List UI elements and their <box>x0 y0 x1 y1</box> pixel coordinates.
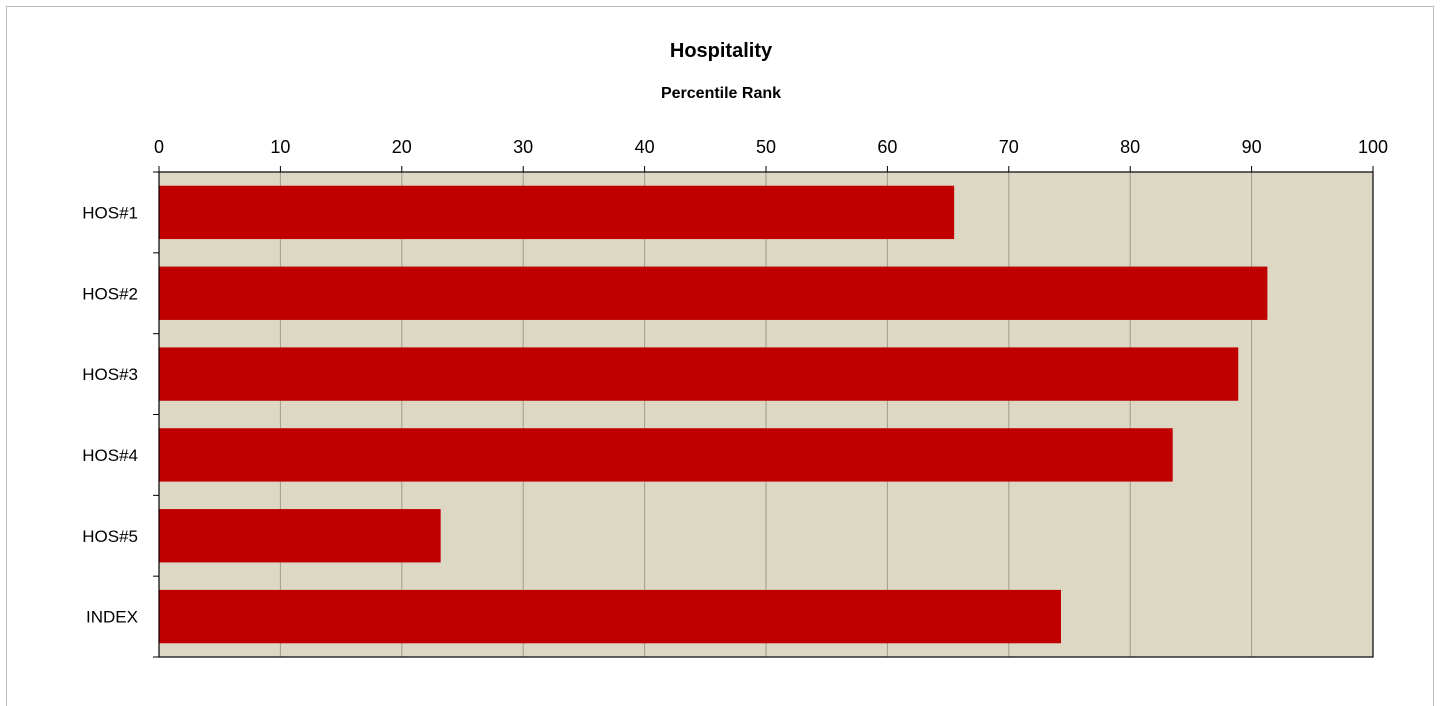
x-tick-label: 90 <box>1242 137 1262 157</box>
y-category-label: HOS#2 <box>82 284 138 303</box>
chart-title: Hospitality <box>670 40 773 62</box>
bar-hos1 <box>159 185 955 240</box>
chart-subtitle: Percentile Rank <box>661 85 781 102</box>
x-tick-label: 60 <box>877 137 897 157</box>
bar-chart: Hospitality Percentile Rank 0 10 20 30 40 50 6… <box>82 40 1388 658</box>
x-tick-label: 100 <box>1358 137 1388 157</box>
x-tick-label: 70 <box>999 137 1019 157</box>
x-tick-label: 10 <box>270 137 290 157</box>
x-tick-label: 40 <box>635 137 655 157</box>
y-category-label: HOS#4 <box>82 446 138 465</box>
plot-border <box>158 171 1374 658</box>
bar-hos4 <box>159 428 1173 482</box>
x-tick-label: 0 <box>154 137 164 157</box>
y-category-label: INDEX <box>86 608 138 627</box>
y-category-label: HOS#1 <box>82 203 138 222</box>
bar-hos2 <box>159 266 1268 320</box>
bar-hos5 <box>159 509 441 563</box>
x-tick-label: 50 <box>756 137 776 157</box>
x-tick-label: 20 <box>392 137 412 157</box>
x-tick-label: 80 <box>1120 137 1140 157</box>
bar-hos3 <box>159 347 1239 401</box>
y-category-label: HOS#3 <box>82 365 138 384</box>
y-category-label: HOS#5 <box>82 527 138 546</box>
plot-area: 0 10 20 30 40 50 60 70 80 90 100 HOS#1 HOS#2 HOS#3 HOS… <box>82 137 1388 658</box>
bar-index <box>159 589 1062 644</box>
x-tick-label: 30 <box>513 137 533 157</box>
